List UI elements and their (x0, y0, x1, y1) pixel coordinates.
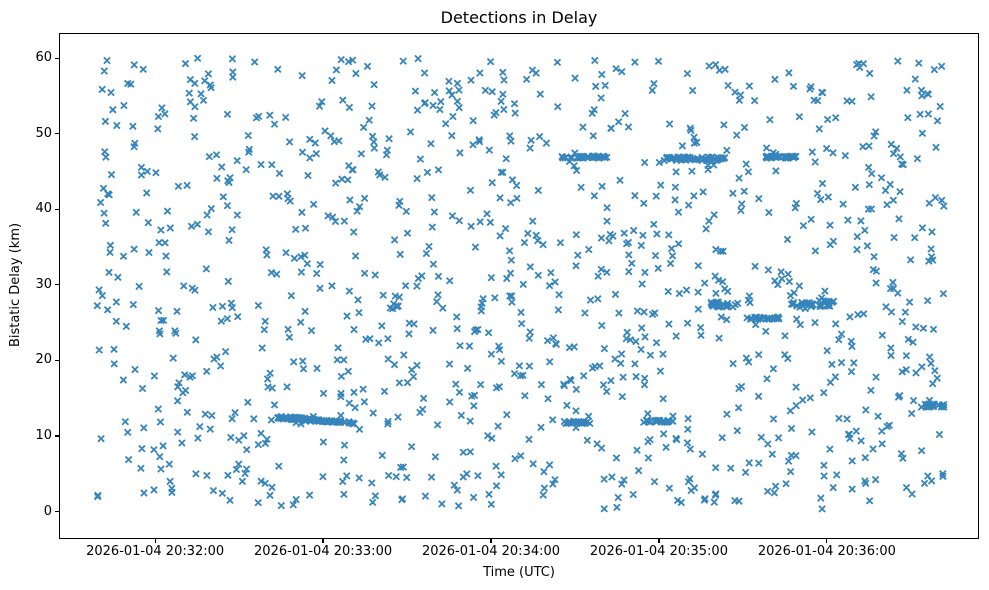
y-tick-label: 20 (35, 352, 52, 368)
x-tick-mark (826, 539, 828, 543)
x-tick-mark (490, 539, 492, 543)
x-tick-mark (658, 539, 660, 543)
x-tick-mark (154, 539, 156, 543)
plot-area (59, 33, 979, 539)
y-tick-mark (55, 284, 59, 286)
x-tick-mark (322, 539, 324, 543)
y-tick-mark (55, 57, 59, 59)
y-tick-mark (55, 208, 59, 210)
x-axis-label: Time (UTC) (483, 565, 555, 580)
y-tick-label: 0 (43, 503, 52, 519)
scatter-markers (93, 54, 948, 513)
y-tick-mark (55, 435, 59, 437)
y-tick-label: 30 (35, 276, 52, 292)
chart-title: Detections in Delay (440, 8, 598, 27)
y-tick-label: 10 (35, 427, 52, 443)
y-tick-mark (55, 133, 59, 135)
y-tick-mark (55, 510, 59, 513)
y-tick-label: 50 (35, 125, 52, 141)
x-tick-label: 2026-01-04 20:34:00 (421, 544, 561, 559)
y-tick-label: 40 (35, 201, 52, 217)
y-tick-label: 60 (35, 50, 52, 66)
x-tick-label: 2026-01-04 20:36:00 (757, 544, 896, 559)
y-tick-mark (55, 359, 59, 362)
x-tick-label: 2026-01-04 20:33:00 (254, 544, 393, 559)
x-tick-label: 2026-01-04 20:35:00 (589, 544, 728, 559)
scatter-canvas (93, 54, 948, 513)
x-tick-label: 2026-01-04 20:32:00 (86, 544, 225, 559)
